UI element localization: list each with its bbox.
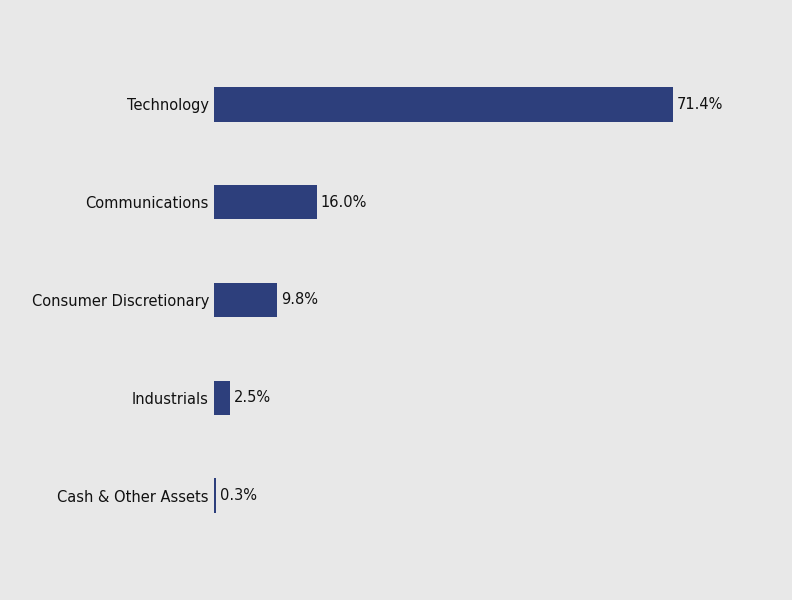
Bar [214,283,277,317]
Text: 9.8%: 9.8% [280,292,318,307]
Bar [214,185,317,220]
Bar [214,478,215,512]
Text: 71.4%: 71.4% [676,97,723,112]
Bar [214,88,673,122]
Text: 16.0%: 16.0% [321,195,367,210]
Bar [214,380,230,415]
Text: 0.3%: 0.3% [219,488,257,503]
Text: 2.5%: 2.5% [234,390,271,405]
